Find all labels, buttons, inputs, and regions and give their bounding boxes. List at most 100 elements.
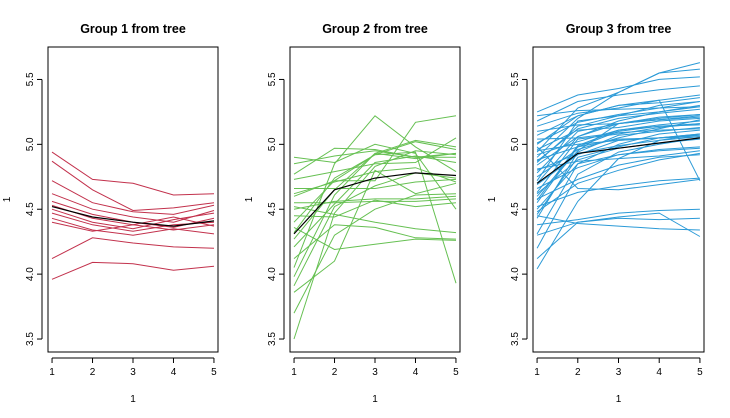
series-line-1 — [51, 151, 215, 196]
y-tick-label: 4.5 — [267, 202, 278, 216]
series-line-14 — [294, 198, 457, 204]
x-tick-label: 2 — [90, 367, 96, 378]
series-line-17 — [293, 137, 457, 180]
x-tick-label: 4 — [413, 367, 419, 378]
series-line-9 — [51, 217, 215, 236]
series-line-12 — [293, 199, 457, 218]
chart-title: Group 3 from tree — [566, 22, 672, 36]
series-line-19 — [293, 150, 456, 165]
series-line-28 — [537, 128, 700, 140]
series-line-40 — [536, 136, 700, 171]
series-line-16 — [294, 178, 457, 189]
y-tick-label: 4.5 — [510, 202, 521, 216]
x-axis-label: 1 — [616, 394, 622, 405]
series-line-21 — [293, 226, 457, 251]
series-line-33 — [537, 106, 700, 117]
x-tick-label: 2 — [575, 367, 581, 378]
chart-panel-1: 1 2 3 4 5 3.5 4.0 4.5 5.0 5.5 Group 1 from tree 1 1 — [2, 22, 219, 405]
y-tick-label: 3.5 — [25, 332, 36, 346]
x-tick-label: 5 — [453, 367, 459, 378]
series-line-10 — [536, 154, 700, 200]
series-line-8 — [293, 155, 457, 248]
y-axis-label: 1 — [487, 196, 498, 202]
x-tick-label: 4 — [171, 367, 177, 378]
y-tick-label: 4.0 — [510, 267, 521, 281]
x-axis: 1 2 3 4 5 — [534, 357, 703, 378]
chart-title: Group 2 from tree — [322, 22, 428, 36]
series-line-11 — [293, 115, 457, 223]
y-tick-label: 5.0 — [25, 137, 36, 151]
mean-line — [51, 206, 215, 227]
x-tick-label: 3 — [616, 367, 622, 378]
series-line-26 — [536, 146, 700, 191]
mean-line — [293, 172, 457, 235]
y-axis: 3.5 4.0 4.5 5.0 5.5 — [267, 72, 285, 346]
x-tick-label: 5 — [211, 367, 217, 378]
series-group — [536, 62, 701, 270]
series-line-6 — [51, 204, 215, 227]
x-tick-label: 1 — [49, 367, 55, 378]
series-line-1 — [293, 150, 457, 340]
series-line-32 — [536, 85, 700, 122]
series-line-6 — [293, 115, 457, 268]
series-line-7 — [293, 224, 457, 259]
x-tick-label: 3 — [372, 367, 378, 378]
y-axis-label: 1 — [244, 196, 255, 202]
y-tick-label: 5.0 — [510, 137, 521, 151]
series-line-44 — [537, 215, 700, 231]
series-line-10 — [51, 221, 215, 232]
series-line-18 — [293, 147, 457, 175]
y-tick-label: 3.5 — [510, 332, 521, 346]
plot-frame — [532, 46, 705, 353]
mean-line — [536, 137, 700, 184]
y-tick-label: 5.0 — [267, 137, 278, 151]
x-tick-label: 5 — [697, 367, 703, 378]
series-line-4 — [536, 129, 700, 235]
series-line-11 — [51, 237, 215, 260]
series-line-2 — [51, 160, 215, 212]
y-axis: 3.5 4.0 4.5 5.0 5.5 — [510, 72, 528, 346]
x-axis-label: 1 — [372, 394, 378, 405]
x-tick-label: 1 — [534, 367, 540, 378]
y-tick-label: 5.5 — [267, 72, 278, 86]
series-line-20 — [293, 143, 457, 210]
x-tick-label: 3 — [130, 367, 136, 378]
series-line-4 — [51, 193, 215, 223]
chart-title: Group 1 from tree — [80, 22, 186, 36]
plot-frame — [289, 46, 461, 353]
series-line-39 — [536, 114, 700, 184]
series-line-9 — [293, 139, 457, 240]
y-tick-label: 4.0 — [267, 267, 278, 281]
y-tick-label: 5.5 — [25, 72, 36, 86]
series-line-27 — [536, 101, 700, 144]
series-line-22 — [293, 206, 457, 234]
y-axis-label: 1 — [2, 196, 13, 202]
x-tick-label: 4 — [656, 367, 662, 378]
series-line-3 — [293, 169, 457, 293]
y-axis: 3.5 4.0 4.5 5.0 5.5 — [25, 72, 43, 346]
series-line-31 — [536, 94, 700, 127]
series-line-41 — [536, 108, 700, 162]
series-line-4 — [293, 172, 457, 287]
series-line-34 — [536, 76, 700, 113]
series-line-45 — [536, 212, 701, 237]
series-line-42 — [537, 133, 700, 152]
y-tick-label: 5.5 — [510, 72, 521, 86]
series-line-36 — [536, 177, 700, 208]
series-group — [51, 151, 215, 280]
chart-panel-2: 1 2 3 4 5 3.5 4.0 4.5 5.0 5.5 Group 2 from tree 1 1 — [244, 22, 461, 405]
x-axis: 1 2 3 4 5 — [49, 357, 217, 378]
y-tick-label: 4.5 — [25, 202, 36, 216]
series-line-12 — [51, 261, 215, 280]
y-tick-label: 4.0 — [25, 267, 36, 281]
series-group — [293, 115, 457, 340]
series-line-23 — [293, 141, 457, 197]
series-line-25 — [536, 117, 700, 150]
x-axis-label: 1 — [130, 394, 136, 405]
x-tick-label: 2 — [332, 367, 338, 378]
x-axis: 1 2 3 4 5 — [291, 357, 459, 378]
series-line-3 — [51, 180, 215, 215]
series-line-43 — [536, 99, 701, 181]
y-tick-label: 3.5 — [267, 332, 278, 346]
